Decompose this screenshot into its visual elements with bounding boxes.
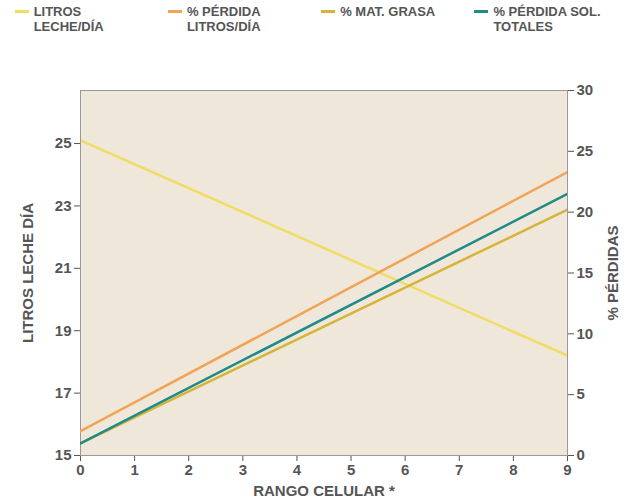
svg-text:20: 20 xyxy=(577,203,594,220)
svg-text:19: 19 xyxy=(55,322,72,339)
svg-text:21: 21 xyxy=(55,259,72,276)
svg-text:25: 25 xyxy=(577,142,594,159)
svg-text:10: 10 xyxy=(577,325,594,342)
html-text:% MAT. GRASA: % MAT. GRASA xyxy=(340,4,436,19)
svg-text:17: 17 xyxy=(55,384,72,401)
svg-text:LITROS LECHE DÍA: LITROS LECHE DÍA xyxy=(19,203,36,343)
html-text:LITROS LECHE/DÍA: LITROS LECHE/DÍA xyxy=(33,4,104,34)
svg-text:2: 2 xyxy=(185,461,193,478)
svg-text:5: 5 xyxy=(347,461,355,478)
svg-text:6: 6 xyxy=(401,461,409,478)
html-text:% PÉRDIDA SOL. TOTALES: % PÉRDIDA SOL. TOTALES xyxy=(493,4,601,34)
svg-text:30: 30 xyxy=(577,81,594,98)
svg-text:8: 8 xyxy=(509,461,517,478)
svg-text:4: 4 xyxy=(293,461,302,478)
svg-text:15: 15 xyxy=(55,446,72,463)
svg-text:0: 0 xyxy=(577,446,585,463)
html-text:% PÉRDIDA LITROS/DÍA: % PÉRDIDA LITROS/DÍA xyxy=(186,4,261,34)
svg-text:23: 23 xyxy=(55,197,72,214)
svg-text:25: 25 xyxy=(55,134,72,151)
svg-text:3: 3 xyxy=(239,461,247,478)
svg-text:15: 15 xyxy=(577,264,594,281)
svg-text:5: 5 xyxy=(577,385,585,402)
svg-text:7: 7 xyxy=(455,461,463,478)
svg-text:% PÉRDIDAS: % PÉRDIDAS xyxy=(604,225,621,320)
svg-text:9: 9 xyxy=(563,461,571,478)
svg-text:0: 0 xyxy=(76,461,84,478)
svg-text:1: 1 xyxy=(130,461,138,478)
svg-text:RANGO CELULAR *: RANGO CELULAR * xyxy=(253,482,395,499)
